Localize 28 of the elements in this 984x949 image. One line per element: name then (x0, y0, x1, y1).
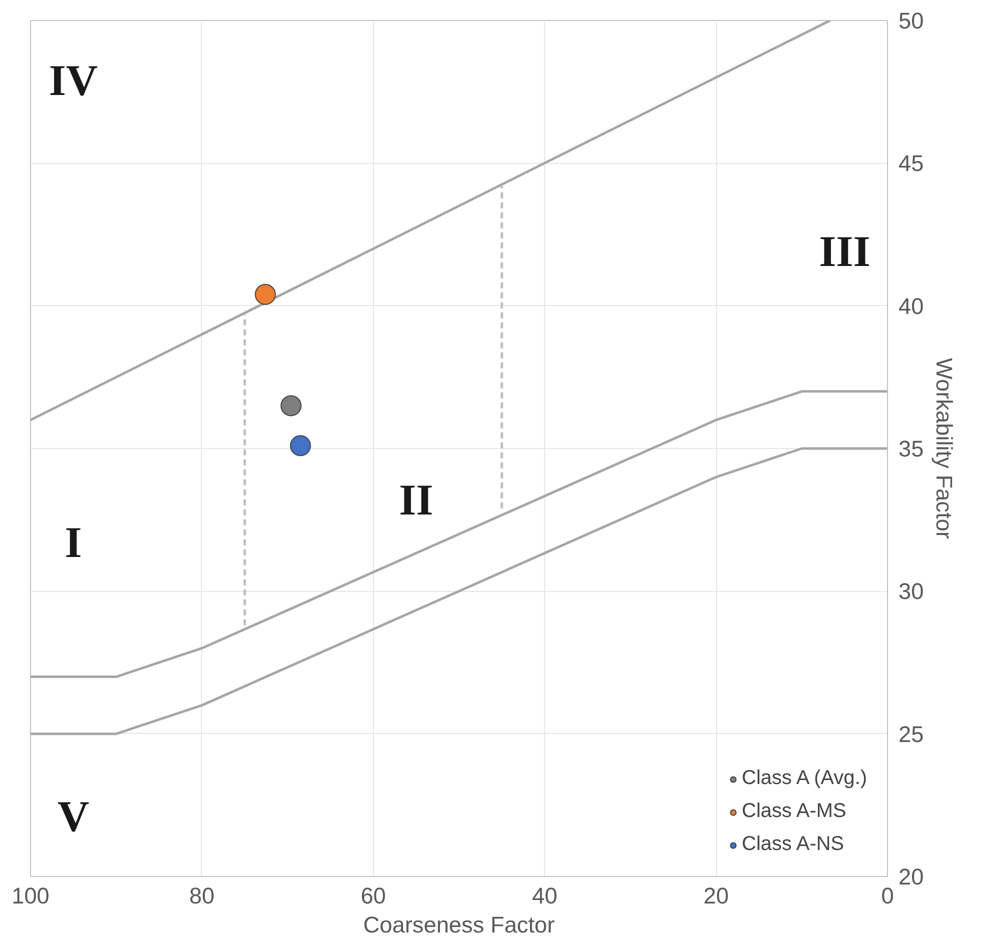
x-tick-label: 20 (704, 882, 729, 908)
annotation: III (818, 227, 870, 276)
y-tick-label: 25 (898, 720, 924, 747)
y-tick-label: 20 (898, 864, 924, 890)
x-tick-label: 80 (189, 882, 215, 908)
point (280, 395, 302, 416)
x-axis-title: Coarseness Factor (363, 912, 556, 938)
y-tick-label: 40 (898, 292, 924, 319)
annotation: I (64, 518, 82, 568)
x-tick-label: 60 (360, 882, 386, 908)
annotation: IV (48, 56, 98, 105)
annotation: V (57, 792, 90, 842)
point (254, 284, 276, 305)
x-tick-label: 40 (532, 882, 558, 908)
legend-label: Class A-MS (742, 800, 846, 823)
legend-label: Class A-NS (742, 833, 844, 856)
y-tick-label: 35 (898, 436, 924, 462)
y-axis-title: Workability Factor (932, 358, 958, 540)
y-tick-label: 50 (898, 8, 924, 34)
line-series (30, 447, 888, 736)
annotation: II (399, 475, 434, 524)
y-tick-label: 30 (898, 578, 924, 604)
x-tick-label: 100 (12, 882, 50, 908)
legend-label: Class A (Avg.) (742, 767, 867, 790)
point (290, 435, 311, 456)
y-tick-label: 45 (898, 150, 924, 176)
line-series (30, 390, 888, 678)
x-tick-label: 0 (881, 882, 894, 908)
